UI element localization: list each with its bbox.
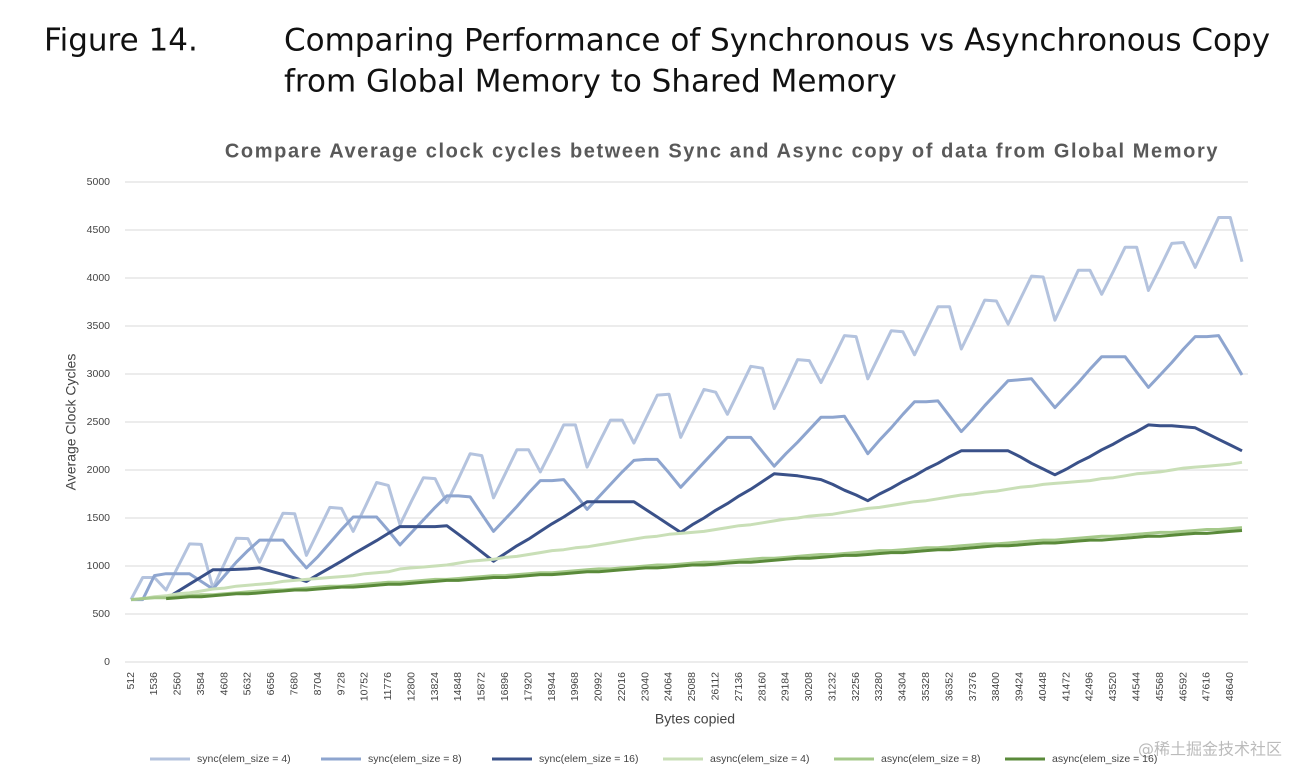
y-tick-label: 0	[104, 656, 110, 668]
x-tick-label: 8704	[312, 672, 324, 696]
x-tick-label: 37376	[967, 672, 979, 701]
x-tick-label: 25088	[686, 672, 698, 701]
series-line	[165, 529, 1243, 601]
y-tick-label: 2000	[87, 464, 111, 476]
x-tick-label: 46592	[1177, 672, 1189, 701]
x-tick-label: 45568	[1154, 672, 1166, 701]
x-tick-label: 13824	[429, 672, 441, 701]
x-tick-label: 26112	[710, 672, 722, 701]
x-tick-label: 29184	[780, 672, 792, 701]
x-tick-label: 32256	[850, 672, 862, 701]
x-tick-label: 2560	[172, 672, 184, 696]
y-tick-label: 4500	[87, 224, 111, 236]
y-tick-label: 2500	[87, 416, 111, 428]
x-tick-label: 23040	[639, 672, 651, 701]
x-tick-label: 28160	[756, 672, 768, 701]
x-tick-label: 15872	[476, 672, 488, 701]
series-line	[131, 334, 1244, 602]
y-tick-label: 500	[92, 608, 110, 620]
x-tick-label: 20992	[593, 672, 605, 701]
figure-title-line: from Global Memory to Shared Memory	[284, 64, 897, 100]
x-tick-label: 10752	[359, 672, 371, 701]
x-tick-label: 5632	[242, 672, 254, 696]
x-tick-label: 44544	[1131, 672, 1143, 701]
x-tick-label: 3584	[195, 672, 207, 696]
x-tick-label: 42496	[1084, 672, 1096, 701]
x-tick-label: 7680	[289, 672, 301, 696]
x-tick-label: 1536	[148, 672, 160, 696]
y-tick-label: 5000	[87, 176, 111, 188]
x-tick-label: 6656	[265, 672, 277, 696]
x-tick-label: 47616	[1201, 672, 1213, 701]
legend-label: sync(elem_size = 8)	[368, 753, 462, 765]
x-tick-label: 30208	[803, 672, 815, 701]
series-line	[130, 526, 1243, 602]
x-tick-label: 14848	[452, 672, 464, 701]
legend-label: async(elem_size = 16)	[1052, 753, 1157, 765]
series-line	[165, 423, 1243, 600]
x-tick-label: 31232	[826, 672, 838, 701]
x-tick-label: 24064	[663, 672, 675, 701]
x-tick-label: 22016	[616, 672, 628, 701]
figure-label: Figure 14.	[44, 23, 198, 59]
y-tick-label: 1500	[87, 512, 111, 524]
x-tick-label: 17920	[522, 672, 534, 701]
x-tick-label: 9728	[335, 672, 347, 696]
legend-label: sync(elem_size = 4)	[197, 753, 291, 765]
figure-title-line: Comparing Performance of Synchronous vs …	[284, 23, 1270, 59]
x-tick-label: 39424	[1014, 672, 1026, 701]
x-tick-label: 40448	[1037, 672, 1049, 701]
x-tick-label: 12800	[405, 672, 417, 701]
y-tick-label: 3000	[87, 368, 111, 380]
watermark: @稀土掘金技术社区	[1138, 740, 1282, 759]
y-tick-label: 3500	[87, 320, 111, 332]
x-tick-label: 38400	[990, 672, 1002, 701]
x-tick-label: 33280	[873, 672, 885, 701]
series-line	[130, 460, 1243, 602]
y-tick-label: 4000	[87, 272, 111, 284]
x-tick-label: 11776	[382, 672, 394, 701]
x-tick-label: 43520	[1107, 672, 1119, 701]
x-tick-label: 41472	[1060, 672, 1072, 701]
x-tick-label: 19968	[569, 672, 581, 701]
x-tick-label: 27136	[733, 672, 745, 701]
x-tick-label: 4608	[218, 672, 230, 696]
y-axis-label: Average Clock Cycles	[63, 354, 79, 491]
x-tick-label: 512	[125, 672, 137, 690]
legend-label: sync(elem_size = 16)	[539, 753, 639, 765]
x-tick-label: 18944	[546, 672, 558, 701]
series-line	[129, 216, 1244, 601]
x-tick-label: 48640	[1224, 672, 1236, 701]
legend-label: async(elem_size = 4)	[710, 753, 810, 765]
y-tick-label: 1000	[87, 560, 111, 572]
x-tick-label: 35328	[920, 672, 932, 701]
x-tick-label: 16896	[499, 672, 511, 701]
x-axis-label: Bytes copied	[655, 711, 735, 727]
legend-label: async(elem_size = 8)	[881, 753, 981, 765]
chart-title: Compare Average clock cycles between Syn…	[225, 140, 1219, 162]
x-tick-label: 36352	[943, 672, 955, 701]
x-tick-label: 34304	[897, 672, 909, 701]
